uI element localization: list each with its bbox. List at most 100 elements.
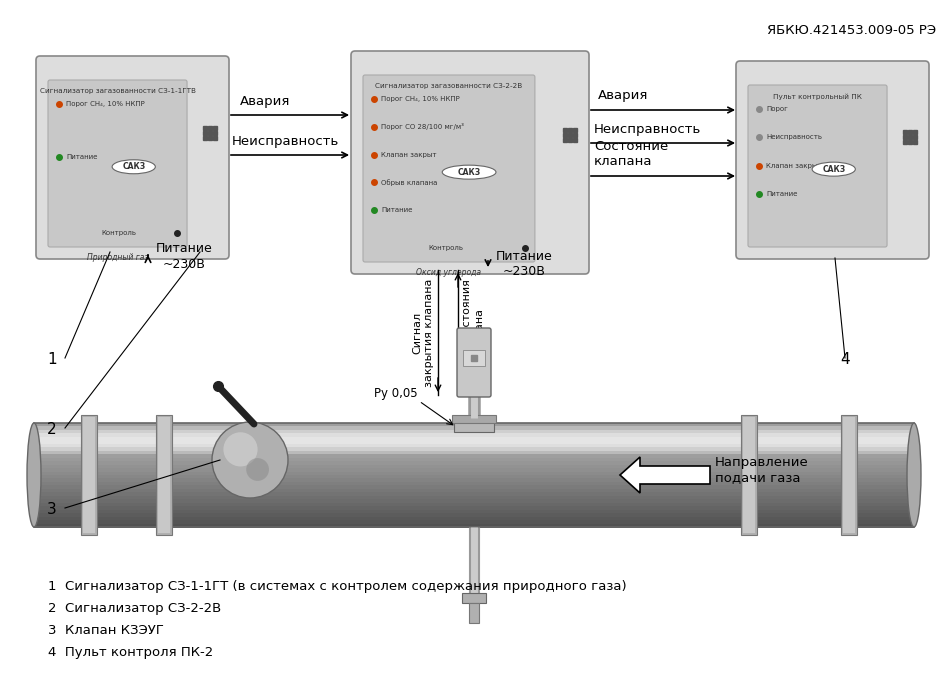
FancyBboxPatch shape	[457, 328, 491, 397]
Bar	[83, 417, 95, 533]
Bar	[741, 415, 757, 535]
Bar	[34, 503, 914, 507]
Bar	[34, 510, 914, 514]
Bar	[34, 496, 914, 499]
Bar	[34, 479, 914, 483]
FancyArrow shape	[620, 457, 710, 493]
Bar	[841, 415, 857, 535]
Text: Пульт контрольный ПК: Пульт контрольный ПК	[773, 93, 862, 100]
Bar	[34, 423, 914, 527]
Text: Сигнализатор загазованности СЗ-1-1ГТВ: Сигнализатор загазованности СЗ-1-1ГТВ	[40, 88, 195, 94]
Bar	[34, 433, 914, 437]
Bar	[462, 593, 486, 603]
Ellipse shape	[442, 165, 496, 179]
Text: Направление
подачи газа: Направление подачи газа	[715, 456, 809, 484]
Text: Контроль: Контроль	[101, 230, 137, 236]
Text: Авария: Авария	[240, 95, 290, 108]
Ellipse shape	[907, 423, 921, 527]
Text: Питание: Питание	[66, 154, 98, 160]
Bar	[454, 418, 494, 432]
Bar	[34, 513, 914, 517]
Text: САКЗ: САКЗ	[122, 162, 145, 171]
Bar	[34, 437, 914, 441]
Bar	[463, 350, 485, 365]
Text: 2  Сигнализатор СЗ-2-2В: 2 Сигнализатор СЗ-2-2В	[48, 602, 221, 615]
FancyBboxPatch shape	[36, 56, 229, 259]
FancyBboxPatch shape	[363, 75, 535, 262]
Bar	[81, 415, 97, 535]
FancyBboxPatch shape	[351, 51, 589, 274]
Text: Ру 0,05: Ру 0,05	[374, 386, 418, 400]
Text: ЯБКЮ.421453.009-05 РЭ: ЯБКЮ.421453.009-05 РЭ	[767, 24, 936, 37]
Bar	[34, 475, 914, 479]
Text: Оксид углерода: Оксид углерода	[416, 268, 482, 277]
FancyBboxPatch shape	[748, 85, 887, 247]
Text: Обрыв клапана: Обрыв клапана	[381, 179, 437, 186]
Text: 4: 4	[840, 353, 849, 367]
Circle shape	[224, 432, 258, 466]
FancyBboxPatch shape	[48, 80, 187, 247]
Bar	[156, 415, 172, 535]
Text: Питание: Питание	[766, 191, 797, 197]
Text: Порог CH₄, 10% НКПР: Порог CH₄, 10% НКПР	[66, 101, 145, 107]
Bar	[34, 472, 914, 475]
Bar	[34, 458, 914, 462]
Ellipse shape	[112, 160, 155, 174]
Text: Питание
~230В: Питание ~230В	[496, 250, 553, 278]
Bar	[34, 461, 914, 465]
Text: Неисправность: Неисправность	[766, 134, 822, 140]
Bar	[34, 451, 914, 455]
Bar	[34, 427, 914, 431]
Text: 1  Сигнализатор СЗ-1-1ГТ (в системах с контролем содержания природного газа): 1 Сигнализатор СЗ-1-1ГТ (в системах с ко…	[48, 580, 627, 593]
Text: Неисправность: Неисправность	[232, 135, 339, 148]
Ellipse shape	[27, 423, 41, 527]
Bar	[34, 520, 914, 524]
Text: Авария: Авария	[598, 89, 648, 102]
Bar	[34, 485, 914, 489]
Bar	[34, 454, 914, 458]
Bar	[34, 468, 914, 472]
Bar	[34, 516, 914, 520]
Text: Сигнал
закрытия клапана: Сигнал закрытия клапана	[412, 278, 434, 387]
Text: 2: 2	[47, 423, 57, 437]
Bar	[34, 443, 914, 448]
Bar	[34, 423, 914, 427]
Text: Порог СО 28/100 мг/м³: Порог СО 28/100 мг/м³	[381, 123, 464, 130]
Text: 4  Пульт контроля ПК-2: 4 Пульт контроля ПК-2	[48, 646, 213, 659]
Text: Питание
~230В: Питание ~230В	[156, 243, 212, 270]
Bar	[743, 417, 755, 533]
Bar	[34, 506, 914, 510]
Bar	[34, 448, 914, 451]
Text: Порог: Порог	[766, 106, 788, 112]
Text: Сигнал состояния
клапана: Сигнал состояния клапана	[462, 280, 483, 386]
Text: 3: 3	[47, 503, 57, 518]
Bar	[34, 489, 914, 493]
Text: САКЗ: САКЗ	[822, 164, 846, 174]
Bar	[34, 440, 914, 444]
FancyBboxPatch shape	[736, 61, 929, 259]
Circle shape	[212, 422, 288, 498]
Text: Природный газ: Природный газ	[87, 253, 148, 262]
Bar	[158, 417, 170, 533]
Bar	[34, 492, 914, 496]
Text: 1: 1	[47, 353, 57, 367]
Text: Питание: Питание	[381, 208, 412, 213]
Text: Состояние
клапана: Состояние клапана	[594, 140, 668, 168]
Ellipse shape	[812, 162, 855, 176]
Bar	[34, 482, 914, 486]
Bar	[843, 417, 855, 533]
Text: Клапан закрыт: Клапан закрыт	[381, 152, 436, 158]
Text: Контроль: Контроль	[428, 245, 464, 251]
Text: Неисправность: Неисправность	[594, 123, 702, 136]
Bar	[34, 430, 914, 434]
Bar	[452, 415, 496, 423]
Circle shape	[246, 458, 269, 481]
Text: Порог CH₄, 10% НКПР: Порог CH₄, 10% НКПР	[381, 96, 460, 102]
Text: 3  Клапан КЗЭУГ: 3 Клапан КЗЭУГ	[48, 624, 164, 637]
Bar	[34, 464, 914, 468]
Bar	[34, 524, 914, 528]
Bar	[469, 603, 479, 623]
Text: САКЗ: САКЗ	[458, 168, 481, 177]
Bar	[34, 499, 914, 503]
Text: Клапан закрыт: Клапан закрыт	[766, 163, 822, 169]
